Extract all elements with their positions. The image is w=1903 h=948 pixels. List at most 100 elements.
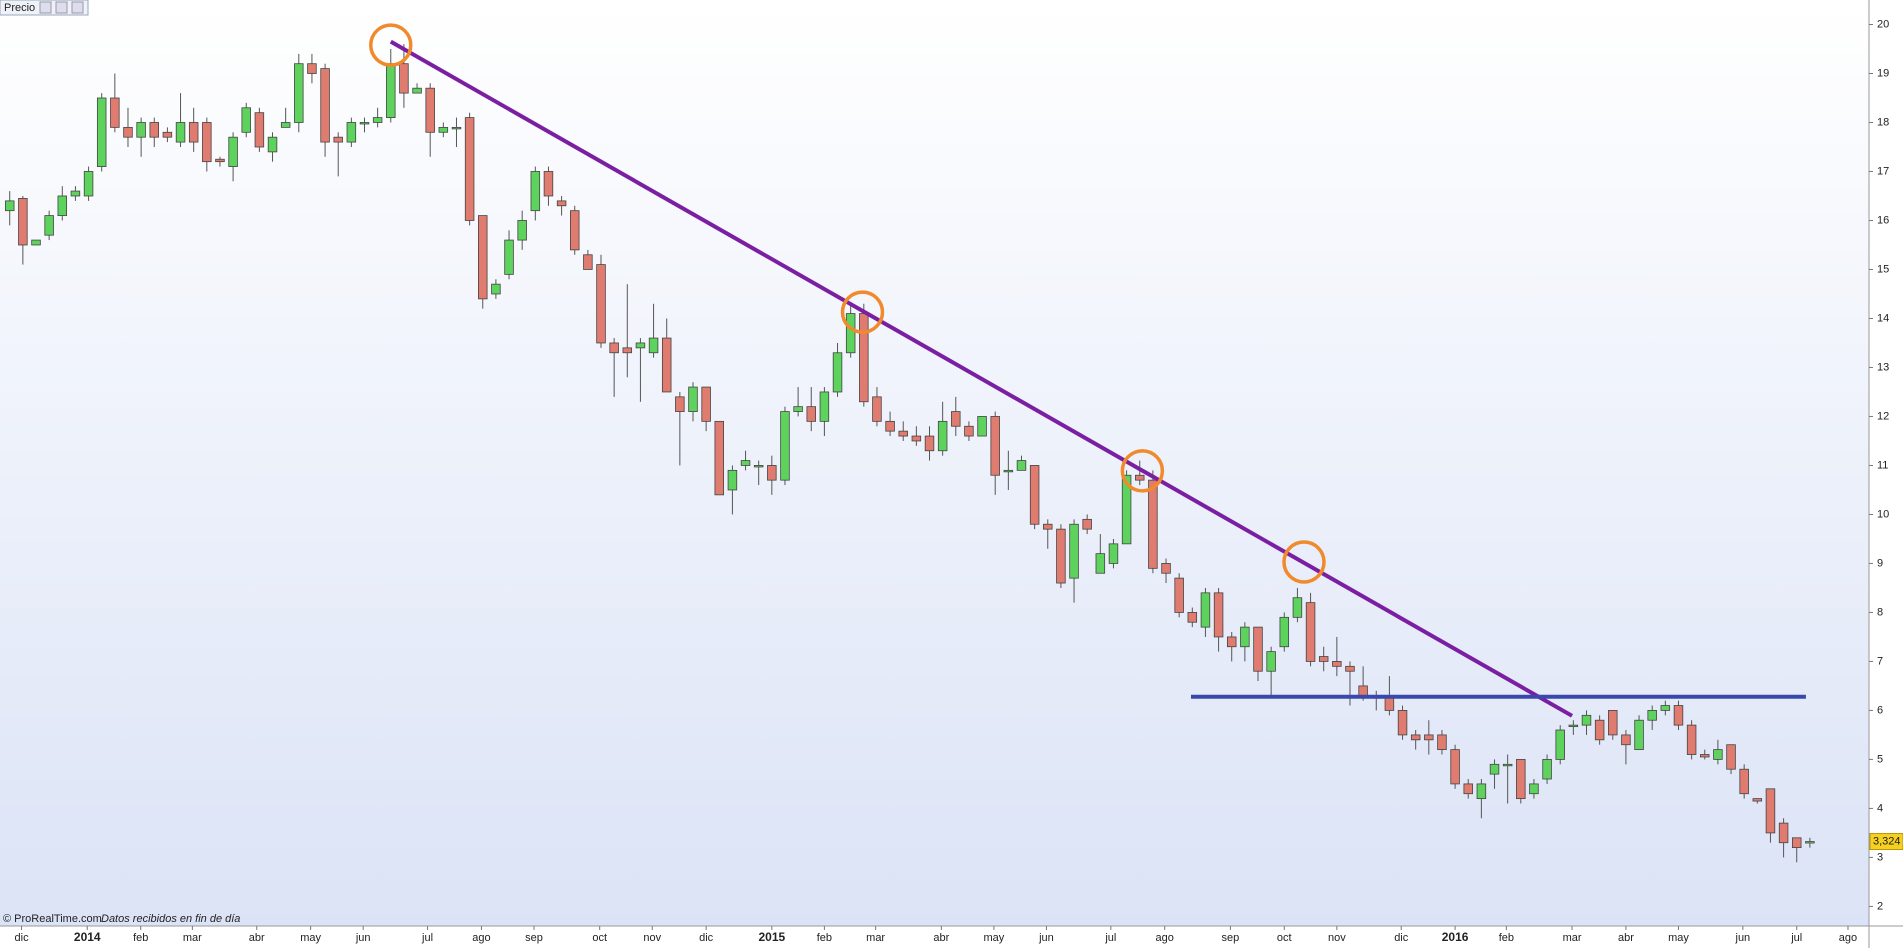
x-tick-label: nov (643, 932, 661, 944)
candle-body (1805, 841, 1815, 844)
candle-body (254, 112, 265, 148)
candle-body (1213, 592, 1224, 638)
candle-body (1778, 822, 1789, 844)
candle-body (556, 200, 567, 207)
candle-body (1726, 744, 1736, 770)
x-tick-label: jul (1104, 932, 1116, 944)
candle-body (609, 342, 619, 354)
icon[interactable] (71, 1, 84, 14)
x-tick-label: dic (699, 932, 714, 944)
candle-body (635, 342, 646, 349)
candle-body (241, 107, 251, 133)
candle-body (911, 435, 922, 442)
candle-body (767, 465, 777, 481)
x-tick-label: nov (1328, 932, 1346, 944)
candle-body (1765, 788, 1776, 834)
x-tick-label: 2015 (758, 930, 785, 944)
candle-body (1318, 656, 1329, 662)
y-tick-label: 13 (1877, 361, 1889, 373)
candle-body (1332, 661, 1342, 667)
y-tick-label: 20 (1877, 18, 1889, 30)
candle-body (4, 200, 15, 212)
candle-body (175, 122, 186, 143)
footer: © ProRealTime.com (3, 913, 102, 925)
candle-body (1739, 768, 1749, 795)
candle-body (1266, 651, 1276, 672)
candle-body (1043, 523, 1053, 530)
candle-body (806, 406, 816, 422)
candle-body (1647, 710, 1657, 721)
candle-body (1463, 783, 1473, 795)
marks (4, 23, 1815, 863)
candle-body (964, 425, 974, 437)
x-tick-label: ago (472, 932, 490, 944)
candle-body (110, 97, 120, 128)
candle-body (727, 469, 738, 491)
x-tick-label: dic (15, 932, 30, 944)
trend-line (389, 39, 1574, 718)
candle-body (543, 171, 554, 197)
x-tick-label: abr (249, 932, 265, 944)
y-tick-label: 18 (1877, 116, 1889, 128)
x-tick-label: 2016 (1442, 930, 1469, 944)
candle-body (1358, 685, 1368, 697)
x-tick-label: ago (1839, 932, 1857, 944)
candle-body (569, 210, 580, 251)
candle-body (1029, 465, 1040, 525)
candle-body (136, 122, 146, 138)
candle-body (740, 460, 751, 466)
x-tick-label: jun (1038, 932, 1054, 944)
candle-body (661, 337, 672, 393)
candle-body (1200, 592, 1211, 628)
candle-body (1581, 714, 1592, 726)
y-tick-label: 17 (1877, 165, 1889, 177)
y-axis-band (1869, 0, 1903, 948)
candle-body (530, 171, 541, 212)
candle-body (1161, 563, 1171, 574)
candle-body (1542, 759, 1552, 780)
candle-body (937, 420, 948, 452)
candle-body (1673, 705, 1684, 726)
candle-body (320, 68, 330, 143)
x-tick-label: oct (592, 932, 607, 944)
candle-body (123, 126, 133, 138)
candle-body (96, 97, 107, 167)
y-tick-label: 5 (1877, 753, 1883, 765)
icon[interactable] (55, 1, 68, 14)
x-tick-label: feb (133, 932, 148, 944)
candle-body (1752, 798, 1763, 802)
candle-body (1082, 518, 1092, 530)
x-tick-label: jun (355, 932, 371, 944)
y-tick-label: 14 (1877, 312, 1889, 324)
candle-body (1555, 729, 1565, 760)
y-tick-label: 7 (1877, 655, 1883, 667)
candle-body (780, 411, 790, 481)
x-tick-label: mar (866, 932, 885, 944)
candle-body (451, 126, 462, 130)
candle-body (57, 195, 68, 216)
candle-body (44, 215, 54, 236)
last-price-label: 3,324 (1873, 835, 1901, 847)
x-tick-label: sep (1222, 932, 1240, 944)
candle-body (1437, 734, 1447, 751)
candle-body (832, 352, 843, 393)
x-tick-label: 2014 (74, 930, 101, 944)
candle-body (267, 136, 278, 153)
candle-body (1003, 469, 1014, 473)
candle-body (162, 131, 173, 138)
candle-body (280, 122, 291, 128)
x-tick-label: may (300, 932, 321, 944)
candle-body (701, 386, 711, 422)
x-tick-label: sep (525, 932, 543, 944)
x-tick-label: feb (817, 932, 832, 944)
y-tick-label: 3 (1877, 851, 1883, 863)
candle-body (977, 416, 987, 437)
candle-body (438, 126, 449, 133)
icon[interactable] (39, 1, 52, 14)
candle-body (872, 396, 882, 422)
candle-body (1305, 602, 1316, 662)
candle-body (491, 283, 501, 295)
y-tick-label: 11 (1877, 459, 1888, 471)
x-tick-label: may (984, 932, 1005, 944)
